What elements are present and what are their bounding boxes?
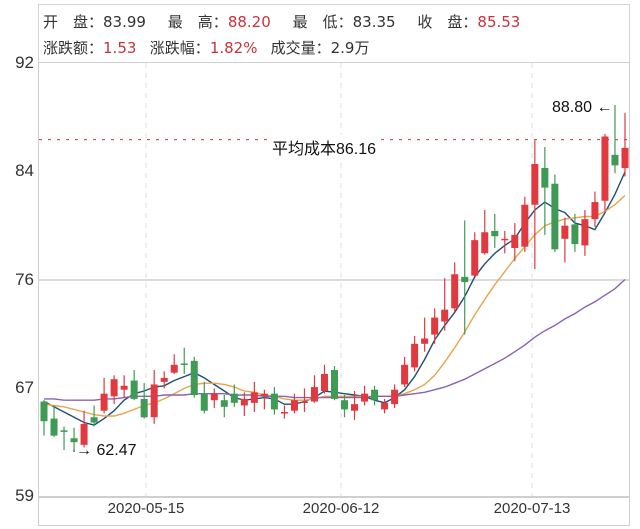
x-axis	[38, 496, 630, 526]
avg-cost-label: 平均成本86.16	[270, 135, 379, 159]
quote-row-2: 涨跌额：1.53 涨跌幅：1.82% 成交量：2.9万	[43, 37, 369, 58]
change-pct-label: 涨跌幅：	[149, 39, 210, 57]
open-value: 83.99	[103, 13, 146, 31]
quote-row-1: 开 盘：83.99 最 高：88.20 最 低：83.35 收 盘：85.53	[43, 11, 520, 32]
x-tick-2020-06-12: 2020-06-12	[302, 500, 380, 517]
low-label: 最 低：	[292, 13, 353, 31]
change-pct-value: 1.82%	[209, 39, 258, 57]
high-value: 88.20	[227, 13, 271, 31]
low-value: 83.35	[352, 13, 396, 31]
y-tick-59: 59	[15, 486, 34, 505]
y-tick-67: 67	[15, 378, 34, 397]
volume-value: 2.9万	[330, 39, 370, 57]
x-tick-2020-05-15: 2020-05-15	[107, 500, 185, 517]
plot-area[interactable]	[38, 62, 630, 496]
y-tick-84: 84	[15, 161, 34, 180]
change-amount-label: 涨跌额：	[43, 39, 104, 57]
high-label: 最 高：	[167, 13, 228, 31]
quote-info-panel: 开 盘：83.99 最 高：88.20 最 低：83.35 收 盘：85.53 …	[38, 4, 630, 62]
period-high-marker: 88.80 ←	[552, 99, 613, 116]
y-tick-76: 76	[15, 270, 34, 289]
volume-label: 成交量：	[270, 39, 331, 57]
close-label: 收 盘：	[417, 13, 478, 31]
open-label: 开 盘：	[43, 13, 104, 31]
close-value: 85.53	[477, 13, 521, 31]
period-low-marker: → 62.47	[76, 442, 137, 459]
change-amount-value: 1.53	[103, 39, 137, 57]
y-tick-92: 92	[15, 53, 34, 72]
x-tick-2020-07-13: 2020-07-13	[493, 500, 571, 517]
